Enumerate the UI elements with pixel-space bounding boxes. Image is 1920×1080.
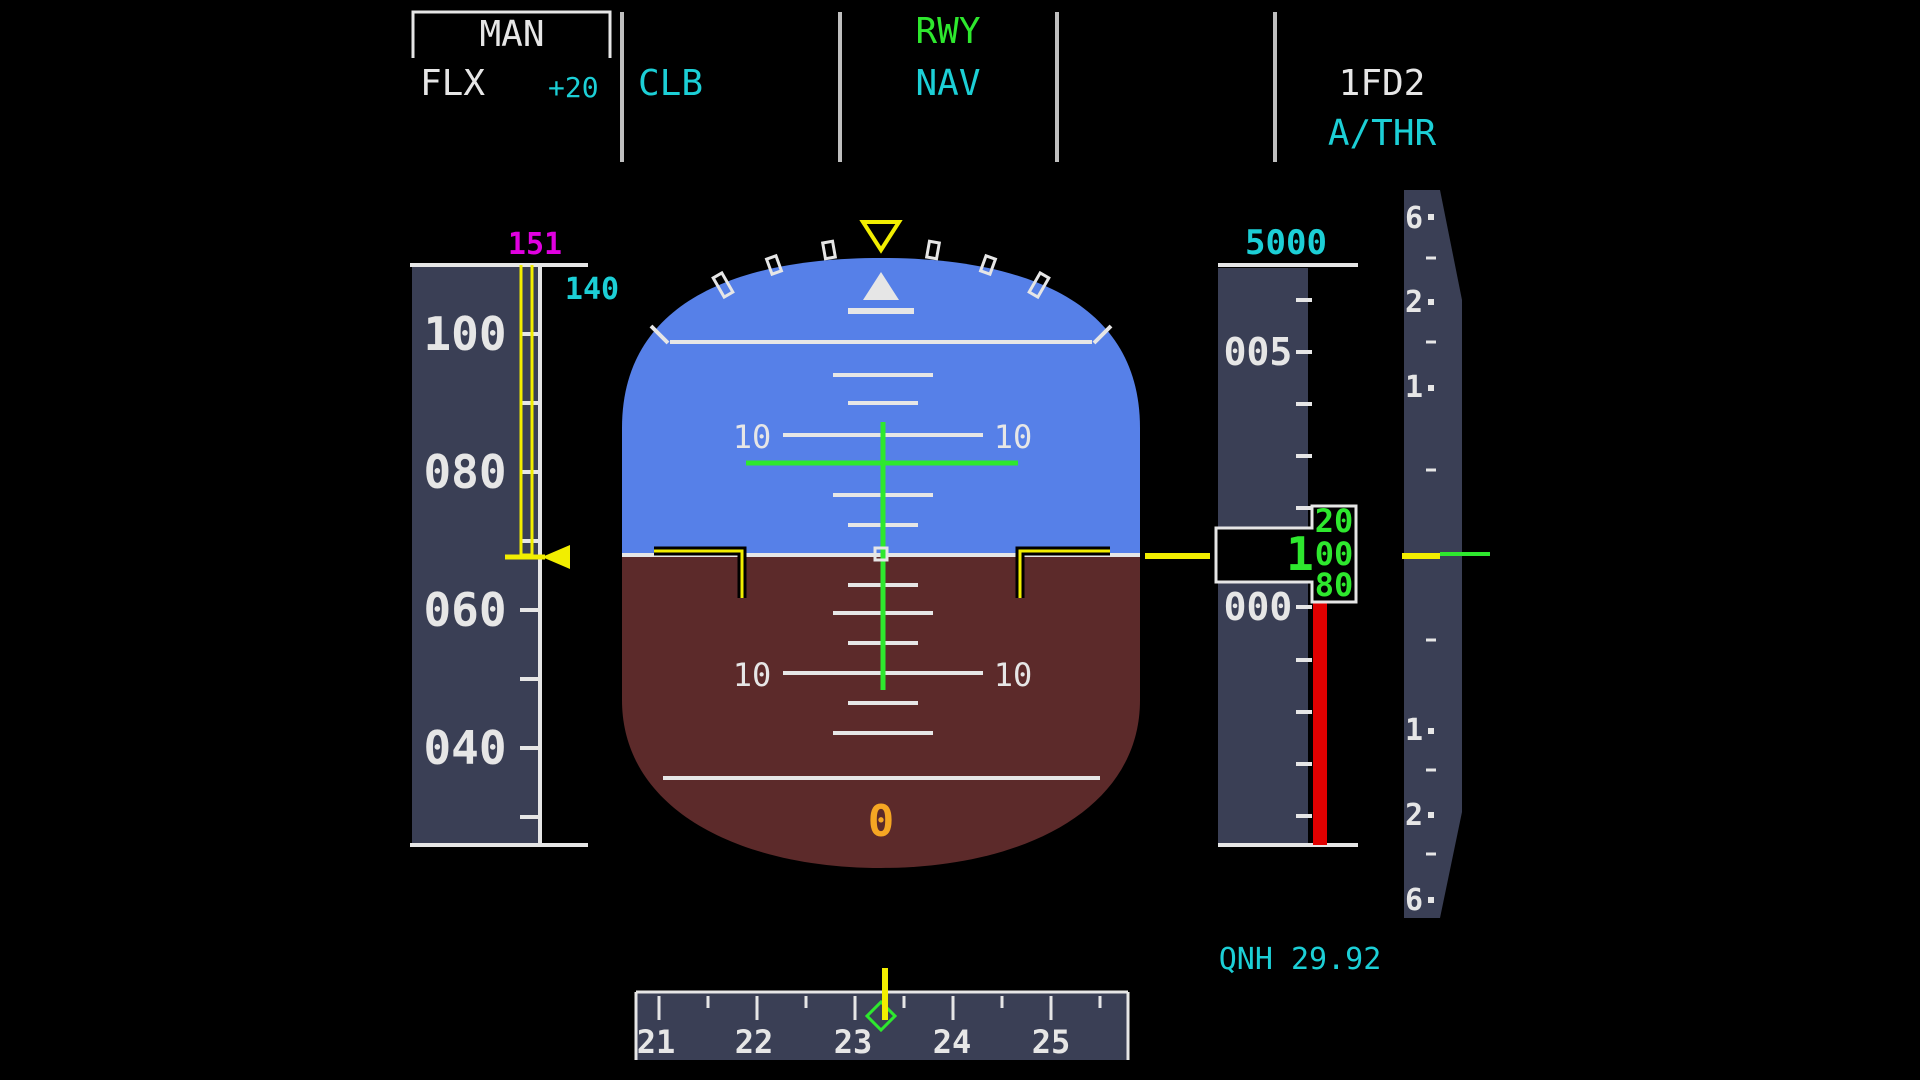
heading-tick-marks (657, 996, 1102, 1020)
heading-tape: 21 22 23 24 25 (634, 968, 1130, 1061)
target-speed-readout: 151 (508, 227, 562, 262)
speed-label-060: 060 (423, 583, 506, 637)
vsi-tick (1428, 897, 1434, 903)
vsi-label-up-1: 1 (1405, 370, 1423, 405)
vsi-tick (1428, 728, 1434, 734)
radio-altitude-readout: 0 (868, 796, 895, 847)
roll-pointer (863, 272, 899, 300)
fma-flx-label: FLX (420, 63, 485, 104)
fma-man-label: MAN (479, 14, 544, 55)
baro-setting-readout: QNH 29.92 (1219, 942, 1382, 977)
heading-label-22: 22 (735, 1023, 774, 1061)
attitude-indicator: 10 10 10 10 0 (622, 220, 1140, 868)
vsi-label-up-6: 6 (1405, 201, 1423, 236)
altitude-tick-marks (1296, 298, 1312, 818)
heading-label-25: 25 (1032, 1023, 1071, 1061)
speed-label-080: 080 (423, 445, 506, 499)
fma-flight-director-status: 1FD2 (1339, 63, 1426, 104)
altitude-label-000: 000 (1224, 585, 1293, 629)
fma-lateral-active-mode: RWY (915, 11, 980, 52)
selected-altitude-readout: 5000 (1245, 223, 1327, 263)
bank-tick-20-left (764, 253, 784, 277)
vsi-label-up-2: 2 (1405, 285, 1423, 320)
vsi-label-down-2: 2 (1405, 798, 1423, 833)
altitude-readout-hundreds: 1 (1286, 527, 1314, 581)
bank-tick-10-left (820, 239, 838, 261)
slip-indicator (848, 308, 914, 314)
speed-tape: 100 080 060 040 151 140 (410, 227, 619, 847)
ground-reference-strip (1313, 600, 1327, 845)
vsi-tick (1428, 385, 1434, 391)
vsi-label-down-1: 1 (1405, 713, 1423, 748)
heading-label-24: 24 (933, 1023, 972, 1061)
selected-speed-readout: 140 (565, 272, 619, 307)
bank-tick-45-right (1092, 324, 1113, 345)
pitch-label-up-right: 10 (994, 418, 1033, 456)
fma-vertical-armed-mode: CLB (638, 63, 703, 104)
pitch-label-down-right: 10 (994, 656, 1033, 694)
pitch-label-down-left: 10 (733, 656, 772, 694)
pitch-label-up-left: 10 (733, 418, 772, 456)
speed-reference-pointer (542, 545, 570, 569)
bank-tick-10-right (924, 239, 942, 261)
altitude-label-005: 005 (1224, 330, 1293, 374)
vsi-tick (1428, 299, 1434, 305)
altitude-tape: 005 000 1 20 00 80 5000 QNH 29.92 (1145, 223, 1381, 977)
flight-mode-annunciator: MAN FLX +20 CLB RWY NAV 1FD2 A/THR (411, 10, 1437, 162)
bank-tick-45-left (649, 324, 670, 345)
aircraft-symbol-right-wing (1018, 549, 1110, 598)
aircraft-symbol-left-wing (654, 549, 744, 598)
aircraft-symbol-center (873, 546, 889, 562)
bank-tick-30-right (1027, 270, 1051, 300)
heading-label-23: 23 (834, 1023, 873, 1061)
fma-flx-temp: +20 (548, 71, 599, 104)
speed-tick-marks (520, 332, 540, 819)
fma-autothrust-status: A/THR (1328, 113, 1437, 154)
track-diamond (864, 999, 898, 1033)
altitude-drum-upper: 20 (1315, 502, 1354, 540)
vsi-label-down-6: 6 (1405, 883, 1423, 918)
vsi-tick (1428, 214, 1434, 220)
man-thrust-box (411, 10, 612, 58)
speed-label-100: 100 (423, 307, 506, 361)
heading-label-21: 21 (637, 1023, 676, 1061)
altitude-readout-window (1214, 504, 1358, 604)
fma-lateral-armed-mode: NAV (915, 63, 980, 104)
bank-tick-20-right (978, 253, 998, 277)
altitude-drum-lower: 80 (1315, 566, 1354, 604)
bank-tick-30-left (711, 270, 735, 300)
vertical-speed-indicator: 6 2 1 1 2 6 (1402, 190, 1490, 918)
vsi-tick (1428, 812, 1434, 818)
bank-zero-index (859, 220, 903, 254)
speed-label-040: 040 (423, 721, 506, 775)
attitude-sphere: 10 10 10 10 0 (622, 258, 1140, 868)
bank-angle-scale (649, 220, 1113, 345)
altitude-drum-current: 00 (1315, 535, 1354, 573)
